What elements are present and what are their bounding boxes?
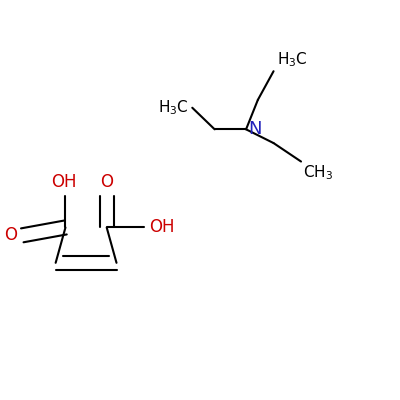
- Text: O: O: [4, 226, 18, 244]
- Text: O: O: [100, 173, 113, 191]
- Text: N: N: [248, 120, 262, 138]
- Text: CH$_3$: CH$_3$: [303, 164, 333, 182]
- Text: H$_3$C: H$_3$C: [158, 98, 189, 117]
- Text: OH: OH: [149, 218, 174, 236]
- Text: H$_3$C: H$_3$C: [277, 50, 307, 69]
- Text: OH: OH: [51, 173, 76, 191]
